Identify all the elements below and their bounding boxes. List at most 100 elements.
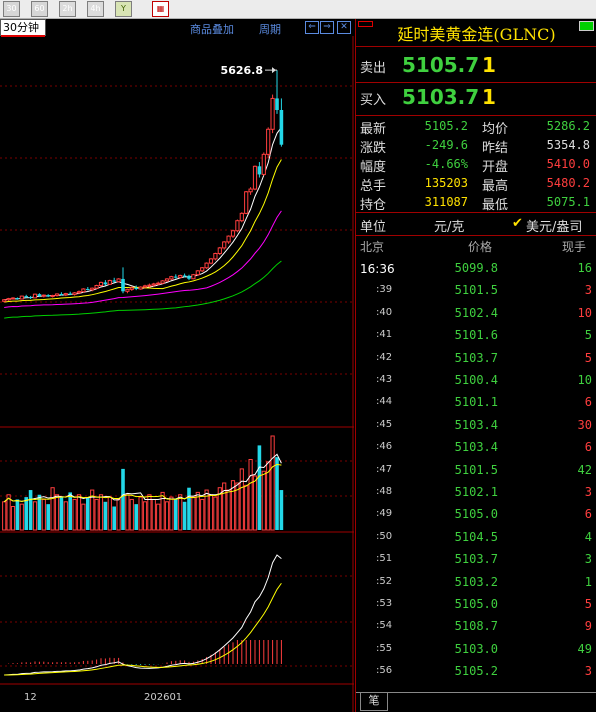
- scroll-left-icon[interactable]: ⇐: [305, 21, 319, 34]
- candle-body: [134, 287, 138, 289]
- period-4h-button[interactable]: 4h: [87, 1, 104, 17]
- tick-time: :53: [376, 598, 393, 609]
- stat-value: 311087: [424, 195, 468, 209]
- volume-bar: [156, 503, 161, 531]
- tick-row[interactable]: :40 5102.4 10: [356, 304, 596, 324]
- candle-body: [116, 278, 121, 283]
- period-2h-button[interactable]: 2h: [59, 1, 76, 17]
- cycle-link[interactable]: 周期: [259, 23, 281, 36]
- period-year-button[interactable]: Y: [115, 1, 132, 17]
- volume-bar: [121, 468, 125, 530]
- tick-price: 5105.0: [454, 597, 498, 611]
- close-icon[interactable]: ✕: [337, 21, 351, 34]
- candle-body: [112, 280, 116, 282]
- candle-body: [151, 283, 156, 286]
- volume-bar: [125, 494, 130, 531]
- candle-body: [41, 294, 46, 297]
- candle-body: [24, 296, 28, 298]
- candle-body: [164, 278, 170, 282]
- volume-bar: [208, 494, 214, 531]
- stat-label: 总手: [360, 179, 387, 194]
- tick-time: :51: [376, 553, 393, 565]
- tick-volume: 6: [584, 440, 592, 455]
- tick-volume: 5: [584, 350, 592, 365]
- candle-body: [50, 295, 55, 298]
- tick-row[interactable]: :49 5105.0 6: [356, 505, 596, 525]
- period-selector[interactable]: 30分钟: [0, 19, 46, 37]
- overlay-link[interactable]: 商品叠加: [190, 23, 234, 36]
- calculator-icon[interactable]: ▦: [152, 1, 169, 17]
- unit-check-icon[interactable]: ✔: [512, 216, 523, 231]
- tab-trades[interactable]: 笔: [360, 692, 388, 711]
- tick-row[interactable]: :55 5103.0 49: [356, 640, 596, 660]
- scroll-right-icon[interactable]: ⇒: [320, 21, 334, 34]
- candle-body: [244, 191, 249, 214]
- candle-body: [270, 97, 275, 130]
- tick-price: 5103.4: [454, 417, 498, 432]
- candle-body: [217, 247, 222, 254]
- tick-row[interactable]: :52 5103.2 1: [356, 573, 596, 593]
- tick-time: :55: [376, 642, 393, 654]
- volume-bar: [142, 501, 148, 531]
- tick-row[interactable]: :42 5103.7 5: [356, 349, 596, 369]
- stat-value: 135203: [424, 176, 468, 190]
- volume-bar: [94, 498, 99, 531]
- candle-body: [191, 274, 196, 280]
- tick-volume: 10: [577, 305, 592, 320]
- stat-value-2: 5480.2: [546, 176, 590, 190]
- tick-row[interactable]: :39 5101.5 3: [356, 281, 596, 301]
- tick-price: 5103.0: [454, 641, 498, 656]
- stat-label-2: 最高: [482, 179, 509, 194]
- volume-bar: [169, 496, 174, 531]
- tick-row[interactable]: :41 5101.6 5: [356, 326, 596, 346]
- tick-time: :54: [376, 620, 393, 632]
- volume-bar: [103, 501, 108, 530]
- candle-body: [261, 153, 266, 175]
- quote-marker-icon: [358, 21, 373, 27]
- tick-row[interactable]: :45 5103.4 30: [356, 416, 596, 436]
- candle-body: [204, 262, 209, 269]
- tick-row[interactable]: :56 5105.2 3: [356, 662, 596, 682]
- candle-body: [257, 166, 262, 175]
- kline-chart[interactable]: 5626.8 12 202601: [0, 36, 354, 712]
- tick-row[interactable]: :53 5105.0 5: [356, 595, 596, 615]
- tick-row[interactable]: :48 5102.1 3: [356, 483, 596, 503]
- tick-price: 5105.2: [454, 664, 498, 679]
- stat-label-2: 开盘: [482, 160, 509, 175]
- stat-value-2: 5410.0: [546, 157, 590, 171]
- tick-row[interactable]: :46 5103.4 6: [356, 438, 596, 458]
- tick-row[interactable]: :51 5103.7 3: [356, 550, 596, 570]
- volume-bar: [230, 480, 236, 531]
- stat-value: -4.66%: [424, 157, 468, 171]
- volume-bar: [46, 504, 50, 530]
- tick-volume: 4: [584, 529, 592, 544]
- tick-price: 5103.7: [454, 350, 498, 365]
- tick-row[interactable]: :44 5101.1 6: [356, 393, 596, 413]
- tick-row[interactable]: :54 5108.7 9: [356, 617, 596, 637]
- period-60-button[interactable]: 60: [31, 1, 48, 17]
- candle-body: [90, 287, 95, 291]
- volume-bar: [24, 497, 28, 530]
- candle-body: [86, 288, 90, 290]
- tick-row[interactable]: 16:36 5099.8 16: [356, 259, 596, 279]
- volume-bar: [2, 501, 7, 531]
- tick-row[interactable]: :47 5101.5 42: [356, 461, 596, 481]
- volume-bar: [195, 491, 200, 531]
- unit-alt[interactable]: 美元/盎司: [526, 220, 583, 235]
- chart-header: 30分钟 商品叠加 周期 ⇐ ⇒ ✕: [0, 19, 354, 37]
- candle-body: [72, 292, 77, 295]
- tick-volume: 3: [584, 664, 592, 679]
- ma-line-ma5: [4, 127, 282, 301]
- unit-value[interactable]: 元/克: [434, 220, 465, 235]
- candle-body: [169, 276, 174, 280]
- tick-time: :46: [376, 441, 393, 453]
- tick-price: 5099.8: [454, 261, 498, 275]
- candle-body: [46, 295, 50, 297]
- volume-bar: [10, 506, 16, 531]
- tick-row[interactable]: :50 5104.5 4: [356, 528, 596, 548]
- period-30-button[interactable]: 30: [3, 1, 20, 17]
- tick-row[interactable]: :43 5100.4 10: [356, 371, 596, 391]
- minimize-icon[interactable]: [579, 21, 594, 31]
- sell-label: 卖出: [360, 61, 387, 76]
- candle-body: [178, 274, 183, 278]
